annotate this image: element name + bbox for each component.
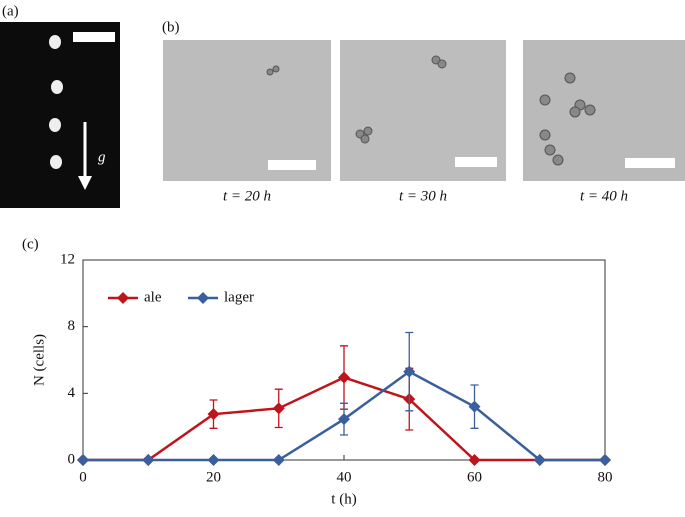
marker bbox=[533, 454, 546, 466]
legend-marker bbox=[117, 292, 129, 304]
marker bbox=[338, 413, 350, 426]
micrograph bbox=[0, 22, 120, 208]
x-tick-label: 80 bbox=[598, 469, 613, 485]
legend-label: ale bbox=[144, 289, 162, 305]
arrow-head bbox=[78, 176, 92, 190]
x-tick-label: 60 bbox=[467, 469, 482, 485]
legend-marker bbox=[197, 292, 209, 304]
micrographs bbox=[163, 40, 685, 181]
marker bbox=[468, 454, 481, 466]
y-tick-label: 12 bbox=[60, 251, 75, 267]
panel-label: (b) bbox=[162, 19, 180, 35]
y-tick-label: 4 bbox=[68, 385, 76, 401]
marker bbox=[77, 454, 89, 466]
scale-bar bbox=[73, 32, 115, 42]
caption: t = 30 h bbox=[399, 188, 447, 204]
x-tick-label: 0 bbox=[79, 469, 87, 485]
legend-label: lager bbox=[224, 289, 254, 305]
panel-label: (c) bbox=[22, 236, 39, 252]
caption: t = 40 h bbox=[580, 188, 628, 204]
marker bbox=[403, 365, 416, 378]
marker bbox=[207, 454, 220, 466]
y-tick-label: 0 bbox=[68, 451, 76, 467]
gravity-label: g bbox=[98, 149, 106, 165]
x-tick-label: 40 bbox=[337, 469, 352, 485]
y-axis-label: N (cells) bbox=[31, 334, 47, 386]
marker bbox=[272, 402, 285, 415]
caption: t = 20 h bbox=[223, 188, 271, 204]
marker bbox=[142, 454, 155, 466]
marker bbox=[338, 371, 350, 384]
panel-label: (a) bbox=[2, 3, 19, 19]
marker bbox=[599, 454, 611, 466]
x-tick-label: 20 bbox=[206, 469, 221, 485]
marker bbox=[207, 408, 220, 421]
cells bbox=[49, 35, 63, 169]
marker bbox=[468, 400, 481, 413]
y-tick-label: 8 bbox=[68, 318, 76, 334]
marker bbox=[272, 454, 285, 466]
x-axis-label: t (h) bbox=[331, 491, 356, 507]
